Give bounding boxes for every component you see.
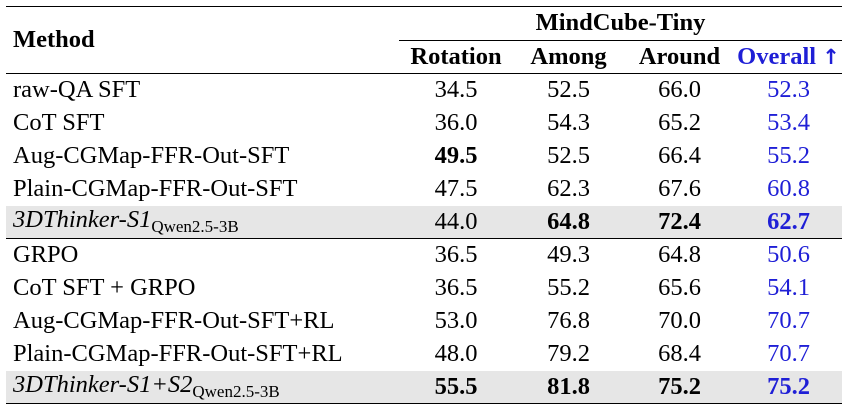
method-cell: GRPO	[13, 241, 79, 268]
among-cell: 76.8	[547, 306, 590, 334]
table-row: Plain-CGMap-FFR-Out-SFT+RL 48.0 79.2 68.…	[6, 338, 842, 371]
overall-cell: 75.2	[735, 370, 842, 404]
table-row: Aug-CGMap-FFR-Out-SFT+RL 53.0 76.8 70.0 …	[6, 305, 842, 338]
among-cell: 81.8	[513, 370, 624, 404]
around-cell: 67.6	[658, 174, 701, 202]
around-cell: 70.0	[658, 306, 701, 334]
overall-cell: 70.7	[767, 306, 810, 334]
method-cell: raw-QA SFT	[13, 76, 141, 103]
method-cell: CoT SFT	[13, 108, 105, 136]
method-subscript: Qwen2.5-3B	[192, 382, 280, 402]
up-arrow-icon: ↑	[822, 44, 840, 69]
method-cell: Aug-CGMap-FFR-Out-SFT+RL	[13, 306, 335, 334]
table-row: CoT SFT + GRPO 36.5 55.2 65.6 54.1	[6, 272, 842, 305]
among-cell: 62.3	[547, 174, 590, 202]
overall-cell: 53.4	[767, 108, 810, 136]
among-cell: 64.8	[513, 205, 624, 239]
around-cell: 64.8	[658, 241, 701, 268]
header-row-columns: Rotation Among Around Overall ↑	[6, 41, 842, 74]
rotation-cell: 36.0	[434, 108, 478, 136]
among-cell: 52.5	[547, 141, 590, 169]
method-name: 3DThinker-S1	[13, 206, 152, 234]
rotation-cell: 34.5	[434, 76, 478, 103]
col-header-overall-label: Overall	[737, 42, 817, 70]
around-cell: 66.4	[658, 141, 701, 169]
table-row: GRPO 36.5 49.3 64.8 50.6	[6, 238, 842, 272]
around-cell: 75.2	[624, 370, 735, 404]
rotation-cell: 36.5	[434, 241, 478, 268]
method-cell: Plain-CGMap-FFR-Out-SFT+RL	[13, 339, 343, 367]
method-cell: CoT SFT + GRPO	[13, 273, 196, 301]
among-cell: 49.3	[547, 241, 590, 268]
overall-cell: 60.8	[767, 174, 810, 202]
method-cell: Plain-CGMap-FFR-Out-SFT	[13, 174, 298, 202]
table-row: Plain-CGMap-FFR-Out-SFT 47.5 62.3 67.6 6…	[6, 173, 842, 206]
overall-cell: 70.7	[767, 339, 810, 367]
around-cell: 68.4	[658, 339, 701, 367]
among-cell: 54.3	[547, 108, 590, 136]
method-cell: 3DThinker-S1Qwen2.5-3B	[6, 205, 399, 239]
header-row-benchmark: Method MindCube-Tiny	[6, 6, 842, 52]
method-subscript: Qwen2.5-3B	[151, 217, 239, 237]
rotation-cell: 55.5	[399, 370, 513, 404]
results-table: Method MindCube-Tiny Rotation Among Arou…	[6, 6, 842, 404]
around-cell: 66.0	[658, 76, 701, 103]
rotation-cell: 36.5	[434, 273, 478, 301]
table-row: Aug-CGMap-FFR-Out-SFT 49.5 52.5 66.4 55.…	[6, 140, 842, 173]
among-cell: 79.2	[547, 339, 590, 367]
method-header: Method	[13, 25, 95, 53]
around-cell: 65.6	[658, 273, 701, 301]
col-header-among: Among	[530, 42, 607, 70]
table-row-highlighted: 3DThinker-S1Qwen2.5-3B 44.0 64.8 72.4 62…	[6, 205, 842, 239]
col-header-rotation: Rotation	[410, 42, 502, 70]
rotation-cell: 44.0	[399, 205, 513, 239]
overall-cell: 54.1	[767, 273, 810, 301]
overall-cell: 50.6	[767, 241, 810, 268]
rotation-cell: 53.0	[434, 306, 478, 334]
among-cell: 55.2	[547, 273, 590, 301]
method-name: 3DThinker-S1+S2	[13, 371, 193, 399]
rotation-cell: 47.5	[434, 174, 478, 202]
among-cell: 52.5	[547, 76, 590, 103]
around-cell: 72.4	[624, 205, 735, 239]
col-header-overall: Overall ↑	[735, 41, 842, 74]
method-cell: 3DThinker-S1+S2Qwen2.5-3B	[6, 370, 399, 404]
rotation-cell: 49.5	[434, 141, 478, 169]
table-row-highlighted: 3DThinker-S1+S2Qwen2.5-3B 55.5 81.8 75.2…	[6, 370, 842, 404]
table-row: CoT SFT 36.0 54.3 65.2 53.4	[6, 107, 842, 140]
around-cell: 65.2	[658, 108, 701, 136]
overall-cell: 62.7	[735, 205, 842, 239]
method-cell: Aug-CGMap-FFR-Out-SFT	[13, 141, 290, 169]
table-row: raw-QA SFT 34.5 52.5 66.0 52.3	[6, 73, 842, 107]
overall-cell: 55.2	[767, 141, 810, 169]
benchmark-header: MindCube-Tiny	[399, 6, 842, 41]
rotation-cell: 48.0	[434, 339, 478, 367]
col-header-around: Around	[638, 42, 721, 70]
overall-cell: 52.3	[767, 76, 810, 103]
